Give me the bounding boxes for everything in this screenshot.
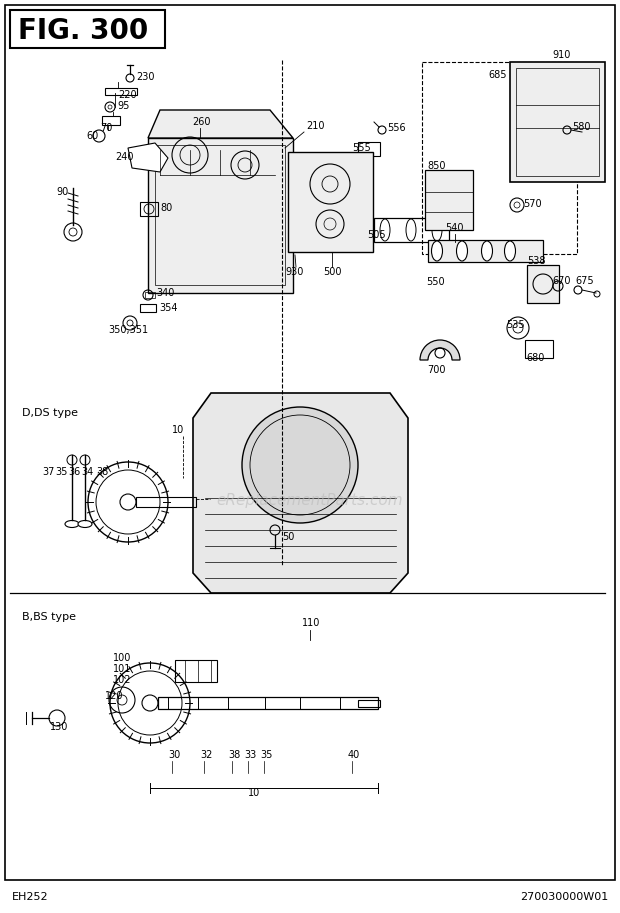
Text: 535: 535 [506, 320, 525, 330]
Bar [525, 340, 553, 358]
Text: 37: 37 [42, 467, 55, 477]
Bar [425, 170, 473, 230]
Ellipse shape [456, 241, 467, 261]
Polygon shape [128, 143, 168, 172]
Text: 670: 670 [552, 276, 570, 286]
Ellipse shape [432, 219, 442, 241]
Bar [358, 700, 380, 707]
Text: 90: 90 [56, 187, 68, 197]
Text: 540: 540 [445, 223, 464, 233]
Text: 354: 354 [159, 303, 177, 313]
Circle shape [242, 407, 358, 523]
Text: 210: 210 [306, 121, 324, 131]
Text: 40: 40 [348, 750, 360, 760]
Ellipse shape [65, 520, 79, 528]
Text: 570: 570 [523, 199, 542, 209]
Text: 30: 30 [168, 750, 180, 760]
Text: 680: 680 [526, 353, 544, 363]
Text: 556: 556 [387, 123, 405, 133]
Text: 95: 95 [117, 101, 130, 111]
Text: 685: 685 [488, 70, 507, 80]
Bar [175, 660, 217, 682]
Text: 550: 550 [426, 277, 445, 287]
Ellipse shape [482, 241, 492, 261]
Bar [145, 292, 155, 298]
Polygon shape [148, 110, 293, 138]
Text: 270030000W01: 270030000W01 [520, 892, 608, 902]
Bar [10, 10, 165, 48]
Text: 230: 230 [136, 72, 154, 82]
Text: 70: 70 [100, 123, 112, 133]
Text: 38: 38 [96, 467, 108, 477]
Text: FIG. 300: FIG. 300 [18, 17, 148, 45]
Bar [527, 265, 559, 303]
Text: 675: 675 [575, 276, 593, 286]
Text: 260: 260 [192, 117, 211, 127]
Bar [155, 145, 285, 285]
Text: 50: 50 [282, 532, 294, 542]
Text: 130: 130 [50, 722, 68, 732]
Text: EH252: EH252 [12, 892, 48, 902]
Text: 10: 10 [248, 788, 260, 798]
Text: 100: 100 [113, 653, 131, 663]
Bar [140, 202, 158, 216]
Text: 34: 34 [81, 467, 93, 477]
Text: 120: 120 [105, 691, 123, 701]
Bar [428, 240, 543, 262]
Text: 101: 101 [113, 664, 131, 674]
Bar [288, 152, 373, 252]
Ellipse shape [78, 520, 92, 528]
Ellipse shape [505, 241, 515, 261]
Text: 350,351: 350,351 [108, 325, 148, 335]
Text: eReplacementParts.com: eReplacementParts.com [216, 492, 404, 508]
Bar [422, 62, 577, 254]
Text: 36: 36 [68, 467, 80, 477]
Wedge shape [420, 340, 460, 360]
Text: 555: 555 [352, 143, 371, 153]
Text: 38: 38 [228, 750, 241, 760]
Bar [516, 68, 599, 176]
Text: 35: 35 [260, 750, 272, 760]
Text: 80: 80 [160, 203, 172, 213]
Bar [374, 218, 449, 242]
Bar [105, 88, 137, 95]
Text: 930: 930 [285, 267, 303, 277]
Text: 32: 32 [200, 750, 213, 760]
Text: 220: 220 [118, 90, 136, 100]
Text: 33: 33 [244, 750, 256, 760]
Bar [358, 142, 380, 156]
Bar [158, 697, 378, 709]
Text: 240: 240 [115, 152, 133, 162]
Text: D,DS type: D,DS type [22, 408, 78, 418]
Text: 505: 505 [367, 230, 386, 240]
Text: 340: 340 [156, 288, 174, 298]
Polygon shape [193, 393, 408, 593]
Bar [510, 62, 605, 182]
Ellipse shape [432, 241, 443, 261]
Text: 910: 910 [552, 50, 570, 60]
Bar [140, 304, 156, 312]
Text: 700: 700 [427, 365, 446, 375]
Bar [148, 138, 293, 293]
Bar [102, 116, 120, 125]
Text: 110: 110 [302, 618, 321, 628]
Text: 60: 60 [86, 131, 98, 141]
Text: 500: 500 [323, 267, 342, 277]
Text: 35: 35 [55, 467, 68, 477]
Text: 850: 850 [427, 161, 446, 171]
Bar [136, 497, 196, 507]
Text: 538: 538 [527, 256, 546, 266]
Text: 580: 580 [572, 122, 590, 132]
Ellipse shape [406, 219, 416, 241]
Text: B,BS type: B,BS type [22, 612, 76, 622]
Text: 10: 10 [172, 425, 184, 435]
Ellipse shape [380, 219, 390, 241]
Text: 102: 102 [113, 675, 131, 685]
